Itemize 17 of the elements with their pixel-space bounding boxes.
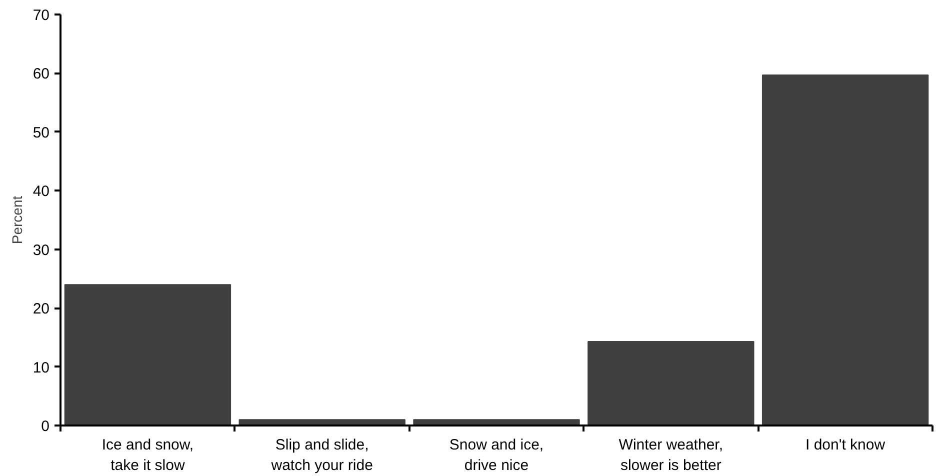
y-tick-label: 40 [32, 183, 50, 200]
bar [64, 284, 232, 426]
x-tick-label: I don't know [806, 436, 886, 454]
y-tick-label: 70 [32, 7, 50, 24]
y-tick-label: 60 [32, 66, 50, 83]
y-axis-title: Percent [8, 196, 25, 244]
x-tick-label: Slip and slide, watch your ride [270, 436, 373, 474]
y-tick-label: 10 [32, 359, 50, 376]
y-tick-label: 0 [41, 418, 50, 435]
x-tick-label: Winter weather, slower is better [618, 436, 724, 474]
y-tick-label: 50 [32, 124, 50, 142]
y-tick-label: 20 [32, 300, 50, 318]
bar [762, 74, 929, 426]
x-tick-label: Snow and ice, drive nice [449, 436, 544, 474]
y-tick-label: 30 [32, 242, 50, 259]
x-tick-label: Ice and snow, take it slow [102, 436, 194, 474]
bar [588, 341, 754, 426]
